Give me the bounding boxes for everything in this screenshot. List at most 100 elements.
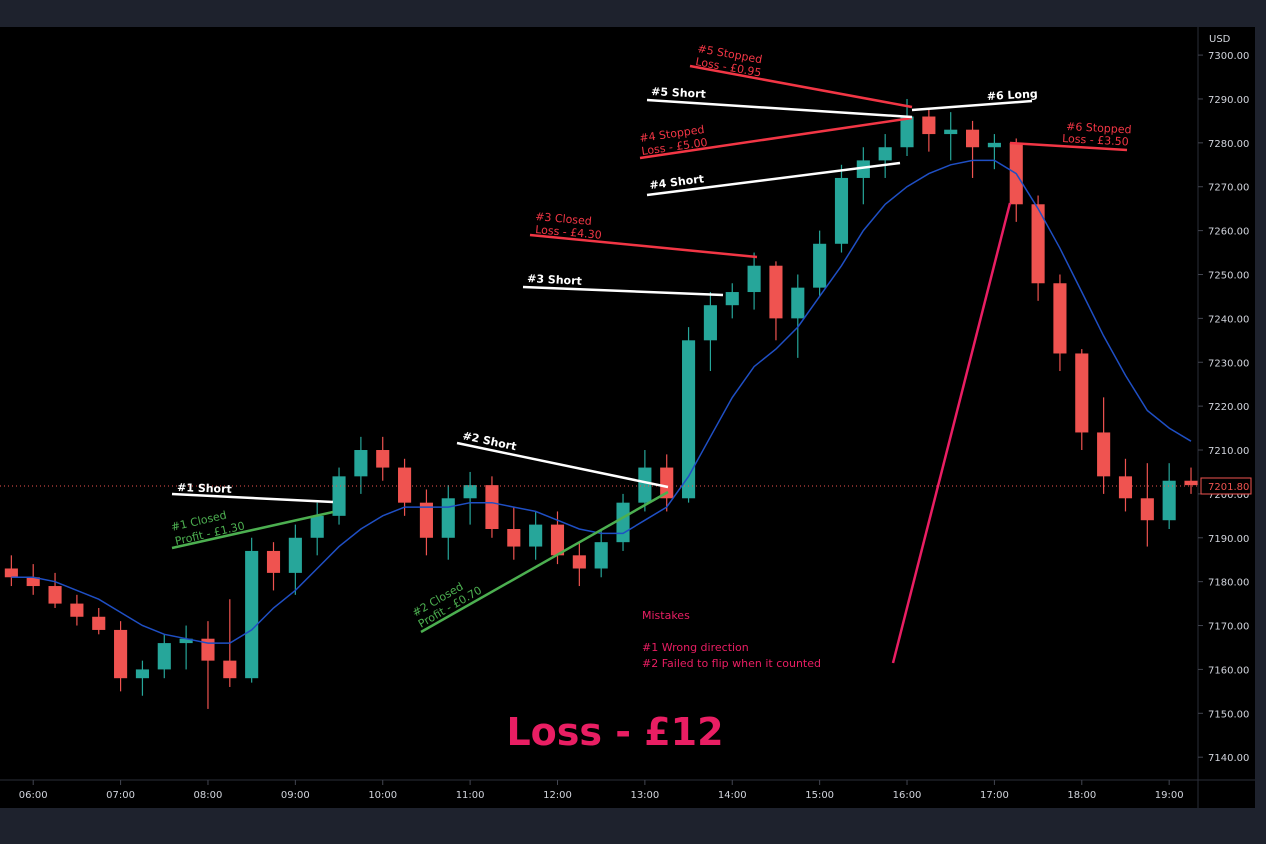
candle-body [944, 129, 958, 135]
candle-body [791, 287, 805, 319]
candle-body [179, 638, 193, 644]
candle-body [1162, 480, 1176, 521]
annotation: #5 Short [651, 85, 706, 101]
annotation-line [646, 161, 901, 197]
candle-body [987, 142, 1001, 148]
annotation: #3 Short [527, 272, 582, 288]
candle-body [1140, 498, 1154, 521]
x-tick-label: 12:00 [543, 790, 572, 801]
mistakes-title: Mistakes [642, 609, 690, 622]
annotation-line [522, 285, 724, 297]
x-tick-label: 08:00 [194, 790, 223, 801]
annotation: #6 Stopped [1066, 120, 1132, 136]
candle-body [594, 542, 608, 569]
y-tick-label: 7160.00 [1208, 665, 1249, 676]
candle-body [485, 485, 499, 529]
result: Loss - £12 [506, 710, 723, 754]
candle-body [463, 485, 477, 499]
candle-body [441, 498, 455, 538]
y-tick-label: 7240.00 [1208, 314, 1249, 325]
candle-body [550, 524, 565, 556]
y-tick-label: 7250.00 [1208, 270, 1249, 281]
annotation: #1 Short [177, 481, 232, 496]
candle-body [245, 550, 259, 679]
annotation-line [529, 233, 758, 259]
annotation: #3 Closed [535, 210, 593, 228]
annotation-line [646, 98, 913, 119]
annotation-line [171, 492, 334, 504]
x-tick-label: 14:00 [718, 790, 747, 801]
candle-body [1053, 283, 1067, 354]
annotation: Loss - £3.50 [1062, 132, 1129, 148]
candle-body [834, 177, 849, 244]
annotation-line [639, 116, 913, 160]
x-tick-label: 16:00 [893, 790, 922, 801]
y-tick-label: 7180.00 [1208, 578, 1249, 589]
annotation-line [891, 202, 1012, 664]
y-unit: USD [1209, 34, 1231, 45]
y-tick-label: 7260.00 [1208, 227, 1249, 238]
x-tick-label: 19:00 [1155, 790, 1184, 801]
candle-body [1097, 432, 1111, 477]
mistakes: Mistakes #1 Wrong direction #2 Failed to… [642, 609, 821, 670]
candle-body [638, 467, 652, 503]
candle-body [92, 616, 106, 630]
candle-body [157, 643, 171, 670]
annotation-line [171, 510, 334, 550]
x-tick-label: 10:00 [368, 790, 397, 801]
candle-body [354, 450, 368, 477]
x-tick-label: 15:00 [805, 790, 834, 801]
candle-body [419, 502, 433, 538]
x-tick-label: 17:00 [980, 790, 1009, 801]
candle-body [813, 243, 827, 288]
annotation-lines [171, 64, 1128, 664]
candle-body [223, 660, 237, 679]
y-tick-label: 7300.00 [1208, 51, 1249, 62]
last-price-label: 7201.80 [1208, 482, 1249, 493]
x-tick-label: 18:00 [1067, 790, 1096, 801]
candle-body [572, 555, 586, 569]
y-tick-label: 7220.00 [1208, 402, 1249, 413]
candle-body [769, 265, 783, 319]
y-tick-label: 7200.00 [1208, 490, 1249, 501]
candle-body [660, 467, 674, 499]
y-tick-label: 7140.00 [1208, 753, 1249, 764]
candle-body [48, 586, 62, 604]
moving-average [11, 159, 1192, 644]
candle-body [922, 116, 936, 135]
y-tick-label: 7230.00 [1208, 358, 1249, 369]
y-tick-label: 7170.00 [1208, 622, 1249, 633]
candle-body [1075, 353, 1089, 433]
candle-body [682, 340, 696, 499]
y-tick-label: 7190.00 [1208, 534, 1249, 545]
mistake: #1 Wrong direction [642, 641, 749, 654]
candle-body [288, 537, 302, 573]
annotation-line [420, 490, 669, 634]
y-tick-label: 7150.00 [1208, 709, 1249, 720]
candle-body [310, 515, 324, 538]
candle-body [966, 129, 980, 148]
candle-body [266, 550, 281, 573]
annotation-line [1009, 141, 1128, 152]
candle-body [856, 160, 870, 178]
candle-body [703, 305, 717, 341]
candle-body [529, 524, 543, 547]
candle-body [725, 292, 739, 306]
candle-body [26, 577, 40, 587]
candle-body [70, 603, 84, 617]
y-tick-label: 7290.00 [1208, 95, 1249, 106]
annotation: #6 Long [986, 87, 1038, 103]
mistake: #2 Failed to flip when it counted [642, 657, 821, 670]
x-tick-label: 13:00 [630, 790, 659, 801]
x-tick-label: 07:00 [106, 790, 135, 801]
x-tick-label: 11:00 [456, 790, 485, 801]
y-tick-label: 7280.00 [1208, 139, 1249, 150]
candle-body [376, 450, 390, 468]
candle-body [1184, 480, 1198, 486]
candle-body [332, 476, 346, 516]
annotation-line [911, 99, 1033, 112]
candle-body [135, 669, 149, 679]
x-tick-label: 09:00 [281, 790, 310, 801]
candle-body [616, 502, 630, 543]
